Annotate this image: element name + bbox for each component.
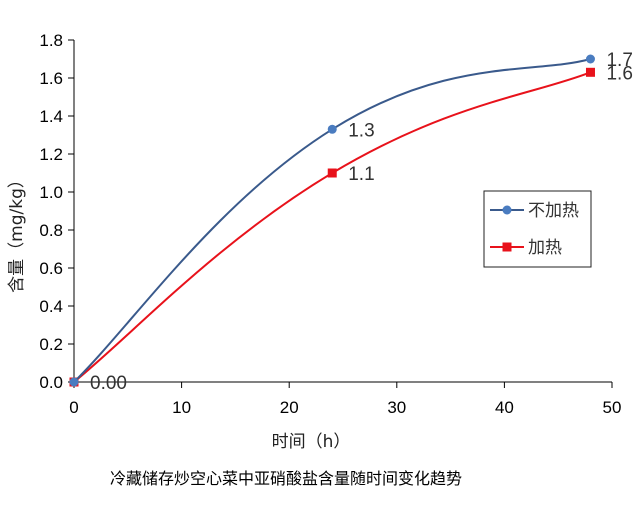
y-tick-label: 0.8 [39,221,63,240]
legend-label-series-0: 不加热 [528,201,579,221]
data-label-series-1: 1.6 [606,63,632,84]
legend: 不加热 加热 [483,190,592,268]
series-line-0 [73,58,591,383]
y-axis-label: 含量（mg/kg） [7,171,27,293]
y-tick-label: 1.6 [39,69,63,88]
data-labels: 0.00 1.1 1.6 1.3 1.7 [90,50,633,394]
x-tick-label: 30 [387,398,406,417]
legend-box [483,190,592,268]
data-label-series-0: 1.3 [348,120,374,141]
y-tick-label: 0.0 [39,373,63,392]
x-axis-label: 时间（h） [272,432,351,452]
series-lines [69,54,595,387]
data-point-series-1 [327,168,337,178]
legend-marker-series-0 [502,205,512,215]
y-tick-label: 0.6 [39,259,63,278]
y-tick-label: 1.4 [39,107,63,126]
x-tick-label: 50 [603,398,622,417]
y-tick-label: 1.2 [39,145,63,164]
legend-marker-series-1 [502,242,512,252]
data-point-series-0 [69,377,79,387]
data-label-series-1: 0.00 [90,373,127,394]
y-tick-label: 0.2 [39,335,63,354]
data-label-series-1: 1.1 [348,164,374,185]
data-label-series-0: 1.7 [606,50,632,71]
chart-caption: 冷藏储存炒空心菜中亚硝酸盐含量随时间变化趋势 [110,469,462,488]
x-tick-label: 20 [280,398,299,417]
y-tick-label: 1.0 [39,183,63,202]
legend-label-series-1: 加热 [528,238,562,258]
data-point-series-0 [585,54,595,64]
x-tick-labels: 0 10 20 30 40 50 [69,398,621,417]
y-tick-label: 1.8 [39,31,63,50]
data-point-series-1 [585,67,595,77]
x-tick-label: 40 [495,398,514,417]
data-point-series-0 [327,124,337,134]
y-tick-labels: 0.0 0.2 0.4 0.6 0.8 1.0 1.2 1.4 1.6 1.8 [39,31,63,392]
y-tick-label: 0.4 [39,297,63,316]
x-tick-label: 10 [172,398,191,417]
x-tick-label: 0 [69,398,78,417]
